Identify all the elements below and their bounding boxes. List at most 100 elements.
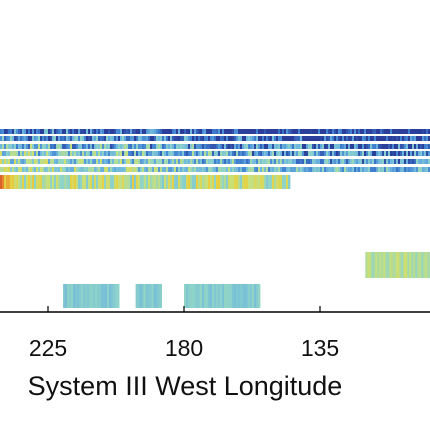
heatmap-cell	[194, 167, 197, 172]
heatmap-cell	[212, 136, 215, 141]
heatmap-cell	[426, 129, 429, 134]
heatmap-cell	[52, 175, 55, 189]
heatmap-cell	[340, 167, 343, 172]
heatmap-cell	[36, 129, 39, 134]
heatmap-cell	[308, 129, 311, 134]
heatmap-cell	[74, 167, 77, 172]
heatmap-cell	[396, 151, 399, 156]
heatmap-cell	[196, 151, 199, 156]
heatmap-cell	[114, 175, 117, 189]
heatmap-cell	[348, 167, 351, 172]
heatmap-cell	[354, 151, 357, 156]
heatmap-cell	[92, 136, 95, 141]
heatmap-cell	[174, 159, 177, 164]
heatmap-cell	[382, 167, 385, 172]
heatmap-cell	[84, 136, 87, 141]
heatmap-cell	[46, 159, 49, 164]
heatmap-cell	[326, 159, 329, 164]
heatmap-cell	[124, 144, 127, 149]
heatmap-cell	[344, 136, 347, 141]
heatmap-cell	[206, 175, 209, 189]
heatmap-cell	[74, 129, 77, 134]
heatmap-cell	[152, 144, 155, 149]
heatmap-cell	[118, 151, 121, 156]
heatmap-cell	[416, 151, 419, 156]
heatmap-cell	[360, 136, 363, 141]
heatmap-cell	[138, 167, 141, 172]
heatmap-cell	[222, 151, 225, 156]
heatmap-cell	[214, 167, 217, 172]
heatmap-cell	[64, 175, 67, 189]
heatmap-cell	[16, 167, 19, 172]
heatmap-cell	[248, 129, 251, 134]
heatmap-cell	[184, 167, 187, 172]
heatmap-cell	[422, 136, 425, 141]
heatmap-cell	[336, 144, 339, 149]
heatmap-cell	[118, 144, 121, 149]
heatmap-cell	[244, 136, 247, 141]
heatmap-cell	[124, 159, 127, 164]
heatmap-cell	[368, 159, 371, 164]
heatmap-cell	[130, 144, 133, 149]
heatmap-cell	[54, 144, 57, 149]
heatmap-cell	[330, 129, 333, 134]
heatmap-cell	[314, 136, 317, 141]
heatmap-cell	[90, 136, 93, 141]
heatmap-cell	[316, 136, 319, 141]
heatmap-cell	[30, 129, 33, 134]
heatmap-cell	[200, 167, 203, 172]
heatmap-cell	[46, 151, 49, 156]
heatmap-cell	[246, 159, 249, 164]
heatmap-cell	[144, 175, 147, 189]
heatmap-cell	[152, 151, 155, 156]
heatmap-cell	[224, 284, 227, 308]
heatmap-cell	[362, 136, 365, 141]
heatmap-cell	[40, 175, 43, 189]
heatmap-cell	[410, 129, 413, 134]
heatmap-cell	[50, 159, 53, 164]
heatmap-cell	[116, 159, 119, 164]
heatmap-cell	[92, 175, 95, 189]
heatmap-cell	[164, 175, 167, 189]
heatmap-cell	[204, 136, 207, 141]
heatmap-cell	[418, 167, 421, 172]
heatmap-cell	[66, 151, 69, 156]
heatmap-cell	[89, 284, 92, 308]
heatmap-cell	[108, 136, 111, 141]
heatmap-cell	[236, 136, 239, 141]
heatmap-cell	[0, 167, 3, 172]
heatmap-cell	[226, 175, 229, 189]
heatmap-cell	[76, 175, 79, 189]
heatmap-cell	[252, 159, 255, 164]
heatmap-cell	[414, 129, 417, 134]
heatmap-cell	[266, 167, 269, 172]
heatmap-cell	[403, 252, 406, 278]
heatmap-cell	[84, 151, 87, 156]
heatmap-cell	[78, 151, 81, 156]
heatmap-cell	[60, 136, 63, 141]
heatmap-cell	[252, 144, 255, 149]
heatmap-cell	[382, 144, 385, 149]
heatmap-cell	[220, 175, 223, 189]
heatmap-cell	[370, 129, 373, 134]
heatmap-cell	[284, 167, 287, 172]
heatmap-cell	[308, 151, 311, 156]
heatmap-cell	[377, 252, 380, 278]
heatmap-cell	[22, 175, 25, 189]
heatmap-cell	[364, 159, 367, 164]
heatmap-cell	[66, 129, 69, 134]
heatmap-cell	[110, 151, 113, 156]
heatmap-cell	[242, 151, 245, 156]
heatmap-cell	[158, 151, 161, 156]
heatmap-cell	[356, 136, 359, 141]
heatmap-cell	[142, 151, 145, 156]
heatmap-cell	[408, 167, 411, 172]
heatmap-cell	[74, 175, 77, 189]
heatmap-cell	[256, 136, 259, 141]
heatmap-cell	[242, 129, 245, 134]
heatmap-cell	[132, 129, 135, 134]
heatmap-cell	[138, 129, 141, 134]
heatmap-cell	[250, 129, 253, 134]
heatmap-cell	[136, 151, 139, 156]
heatmap-cell	[126, 167, 129, 172]
